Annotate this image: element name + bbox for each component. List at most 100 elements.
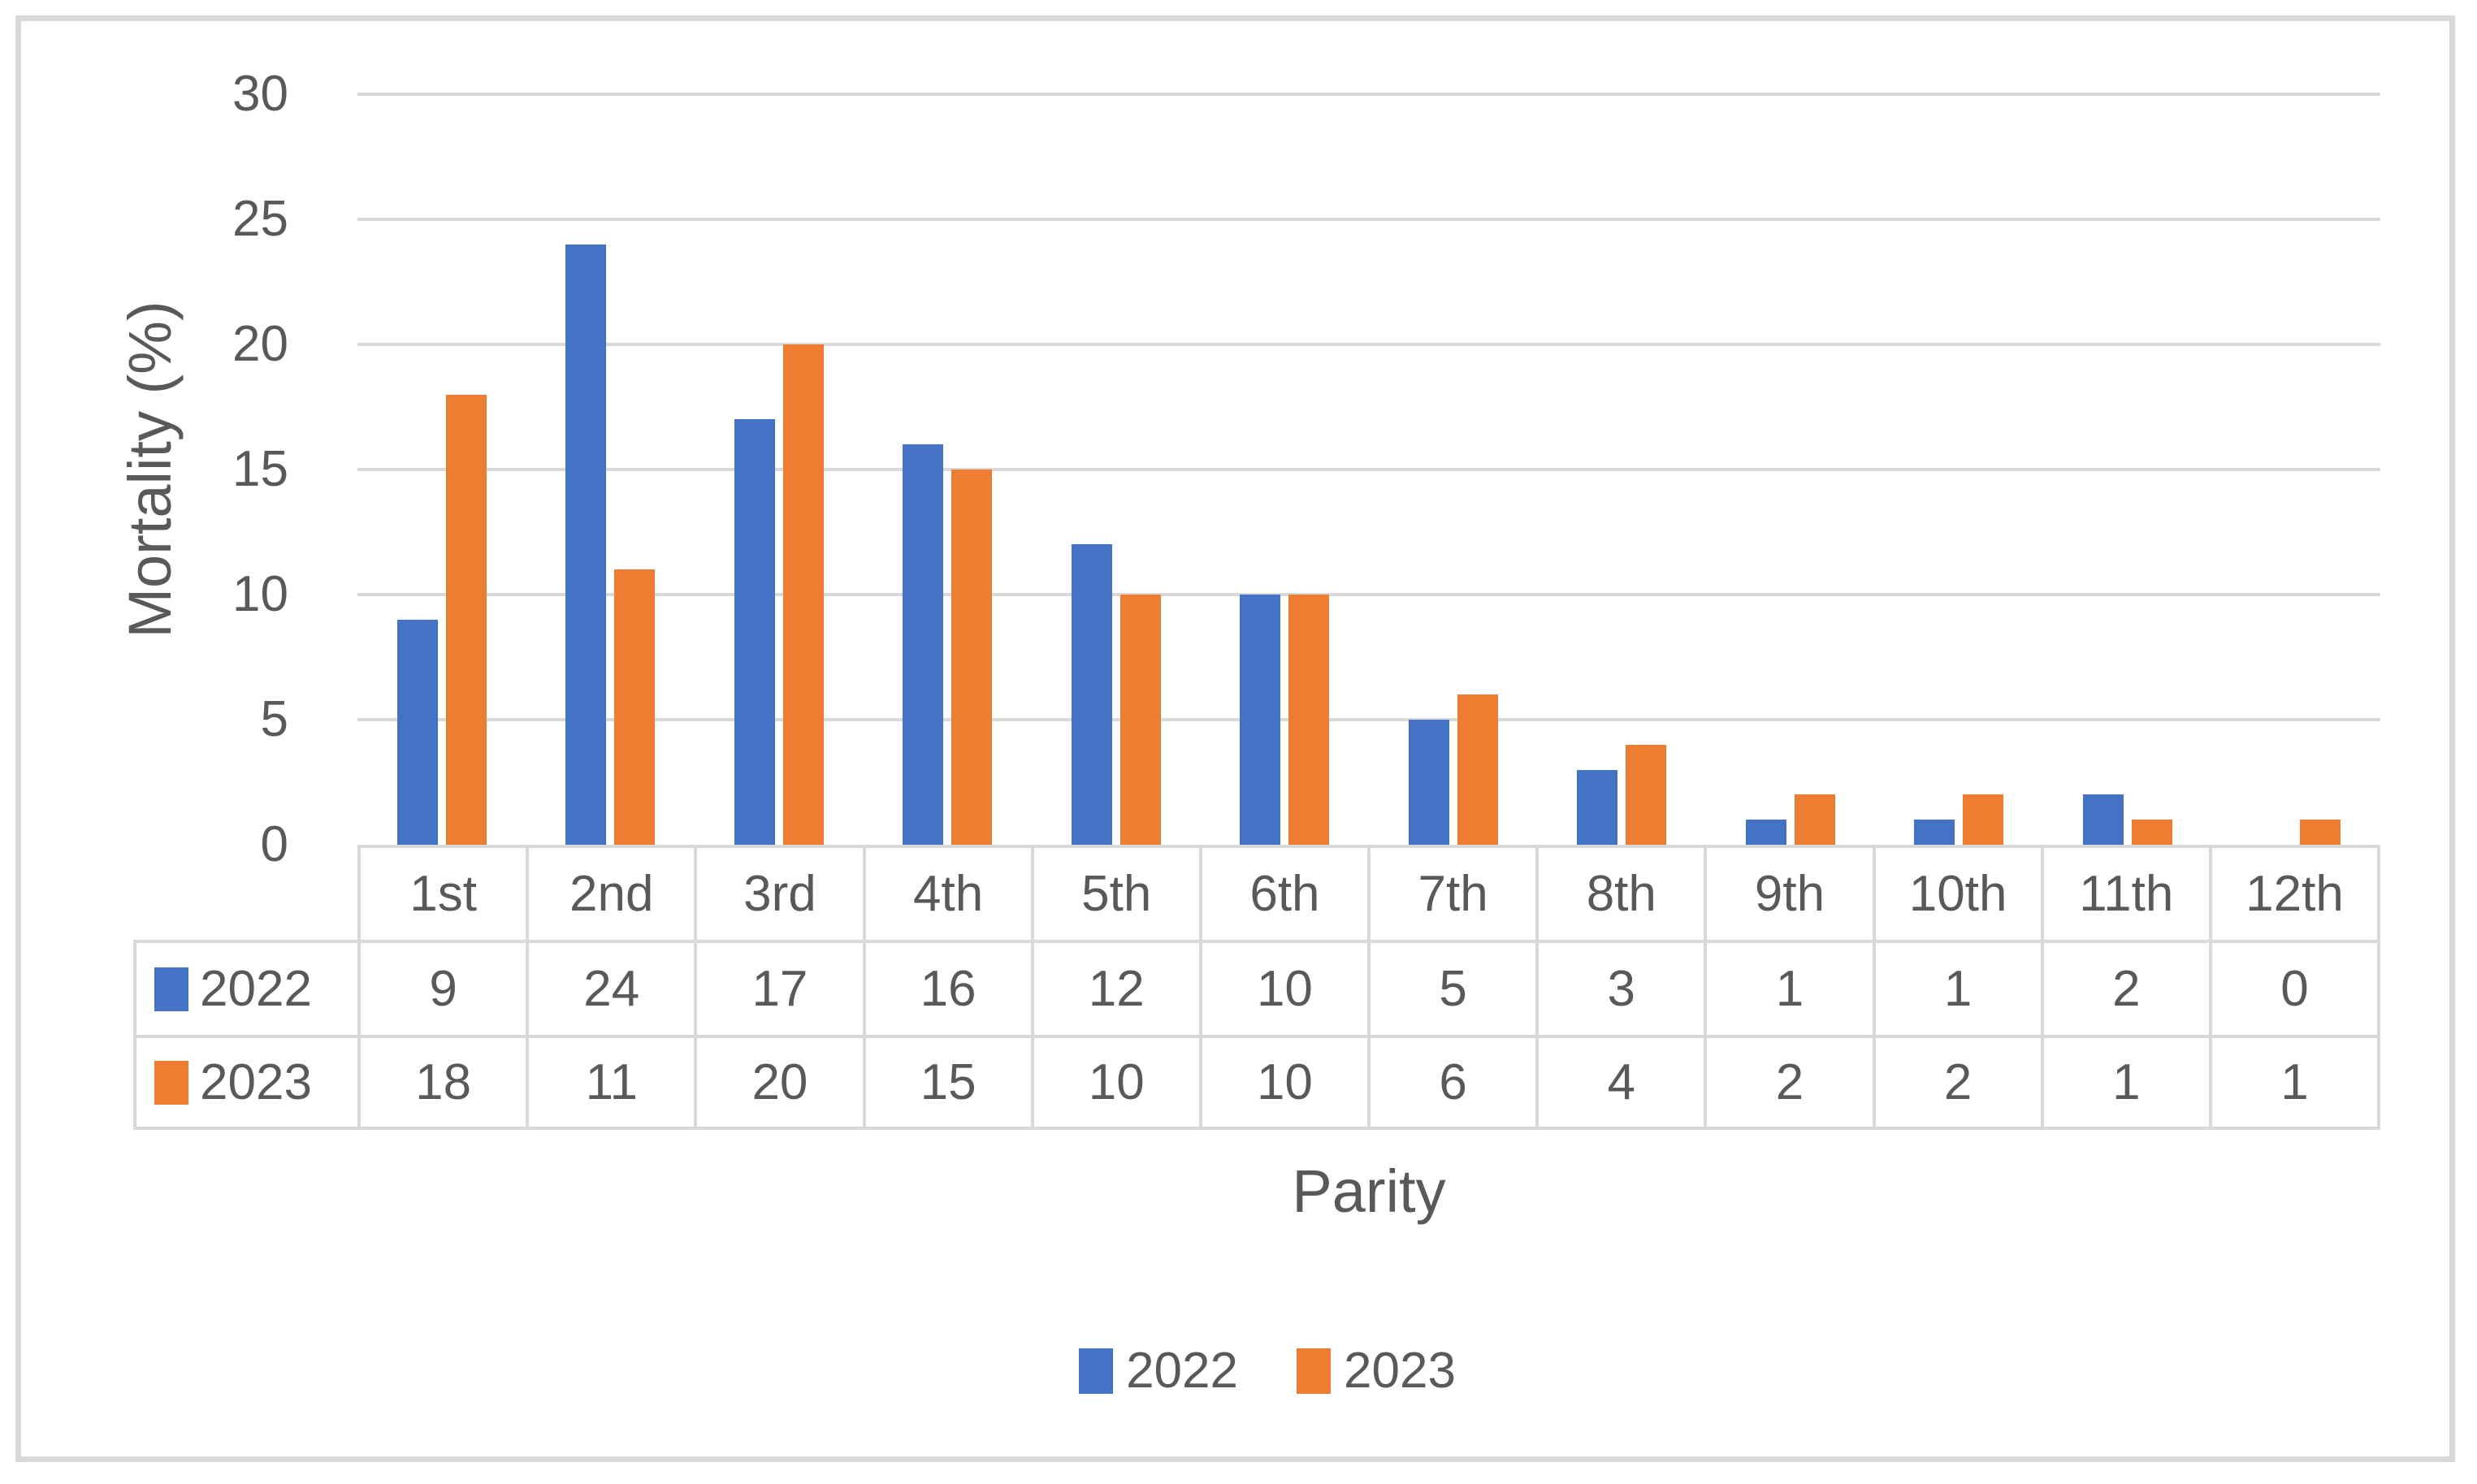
table-row-label: 2023: [200, 1054, 312, 1110]
gridline-5: [357, 718, 2380, 721]
category-group-10th: [1875, 94, 2044, 845]
legend-swatch-icon: [1079, 1348, 1114, 1394]
legend-label: 2022: [1126, 1343, 1238, 1399]
legend: 2022 2023: [77, 1342, 2458, 1400]
bar-2023-1st: [445, 394, 487, 845]
bar-2022-10th: [1914, 820, 1955, 845]
bar-2023-2nd: [614, 569, 656, 845]
table-cell: 10: [1030, 1035, 1199, 1130]
bar-2023-6th: [1288, 595, 1330, 845]
bar-2023-12th: [2300, 820, 2341, 845]
category-group-8th: [1538, 94, 1707, 845]
category-group-5th: [1032, 94, 1201, 845]
table-cell: 24: [526, 940, 695, 1035]
bar-2023-7th: [1457, 694, 1498, 845]
bar-2022-7th: [1408, 720, 1449, 845]
bar-2022-2nd: [565, 244, 607, 845]
gridline-30: [357, 93, 2380, 96]
table-cell: 16: [862, 940, 1031, 1035]
table-cell: 3: [1535, 940, 1704, 1035]
category-group-11th: [2043, 94, 2212, 845]
table-cell: 20: [694, 1035, 863, 1130]
table-cell: 6: [1367, 1035, 1536, 1130]
table-cell: 5: [1367, 940, 1536, 1035]
category-group-6th: [1201, 94, 1370, 845]
gridline-25: [357, 218, 2380, 221]
bar-2022-6th: [1240, 595, 1281, 845]
gridline-15: [357, 468, 2380, 471]
table-header-11th: 11th: [2040, 845, 2209, 940]
category-group-7th: [1369, 94, 1538, 845]
table-cell: 9: [357, 940, 526, 1035]
x-axis-title: Parity: [1292, 1157, 1446, 1225]
table-header-12th: 12th: [2208, 845, 2381, 940]
bar-2022-4th: [903, 444, 944, 845]
table-header-7th: 7th: [1367, 845, 1536, 940]
table-cell: 15: [862, 1035, 1031, 1130]
legend-item-2022: 2022: [1079, 1342, 1238, 1400]
series-swatch-icon: [154, 967, 188, 1011]
table-cell: 1: [1704, 940, 1873, 1035]
bar-2022-5th: [1071, 544, 1112, 845]
y-tick-label-25: 25: [232, 191, 288, 247]
bar-2023-5th: [1119, 595, 1161, 845]
table-row-header-2022: 2022: [133, 940, 357, 1035]
table-cell: 2: [1704, 1035, 1873, 1130]
y-tick-label-15: 15: [232, 441, 288, 497]
table-header-1st: 1st: [357, 845, 526, 940]
y-tick-label-5: 5: [260, 691, 288, 747]
y-tick-label-30: 30: [232, 66, 288, 122]
category-group-12th: [2212, 94, 2381, 845]
table-cell: 2: [1872, 1035, 2041, 1130]
data-table: 1st 2nd 3rd 4th 5th 6th 7th 8th 9th 10th 11th 12th 2…: [133, 845, 2381, 1130]
table-cell: 18: [357, 1035, 526, 1130]
series-swatch-icon: [154, 1060, 188, 1105]
table-header-4th: 4th: [862, 845, 1031, 940]
y-tick-label-0: 0: [260, 816, 288, 872]
table-header-3rd: 3rd: [694, 845, 863, 940]
table-cell: 1: [2040, 1035, 2209, 1130]
table-row-2023: 2023 18 11 20 15 10 10 6 4 2 2 1 1: [133, 1035, 2381, 1130]
legend-swatch-icon: [1297, 1348, 1331, 1394]
gridline-20: [357, 343, 2380, 346]
table-cell: 10: [1198, 940, 1368, 1035]
category-group-9th: [1706, 94, 1875, 845]
y-tick-label-10: 10: [232, 566, 288, 622]
bar-2023-11th: [2131, 820, 2172, 845]
plot-area: [357, 94, 2380, 845]
y-tick-label-20: 20: [232, 316, 288, 372]
table-row-header-2023: 2023: [133, 1035, 357, 1130]
table-header-row: 1st 2nd 3rd 4th 5th 6th 7th 8th 9th 10th 11th 12th: [133, 845, 2381, 940]
bar-2022-9th: [1745, 820, 1786, 845]
bar-2023-10th: [1963, 794, 2004, 845]
table-header-2nd: 2nd: [526, 845, 695, 940]
table-cell: 17: [694, 940, 863, 1035]
table-header-9th: 9th: [1704, 845, 1873, 940]
gridline-10: [357, 593, 2380, 596]
table-header-8th: 8th: [1535, 845, 1704, 940]
bar-2023-9th: [1794, 794, 1835, 845]
bar-2022-1st: [396, 619, 438, 845]
bar-2023-8th: [1626, 744, 1667, 845]
category-group-4th: [864, 94, 1033, 845]
bar-2022-3rd: [734, 419, 775, 845]
category-group-1st: [357, 94, 526, 845]
category-group-2nd: [526, 94, 695, 845]
table-cell: 1: [2208, 1035, 2381, 1130]
legend-item-2023: 2023: [1297, 1342, 1456, 1400]
bar-2023-4th: [951, 469, 993, 845]
bar-2022-8th: [1577, 769, 1618, 845]
bar-2022-11th: [2082, 794, 2124, 845]
table-cell: 12: [1030, 940, 1199, 1035]
table-cell: 11: [526, 1035, 695, 1130]
table-cell: 0: [2208, 940, 2381, 1035]
table-header-5th: 5th: [1030, 845, 1199, 940]
bar-2023-3rd: [782, 344, 824, 845]
table-cell: 2: [2040, 940, 2209, 1035]
table-row-label: 2022: [200, 961, 312, 1017]
table-cell: 1: [1872, 940, 2041, 1035]
category-group-3rd: [695, 94, 864, 845]
table-row-2022: 2022 9 24 17 16 12 10 5 3 1 1 2 0: [133, 940, 2381, 1035]
legend-label: 2023: [1344, 1343, 1456, 1399]
